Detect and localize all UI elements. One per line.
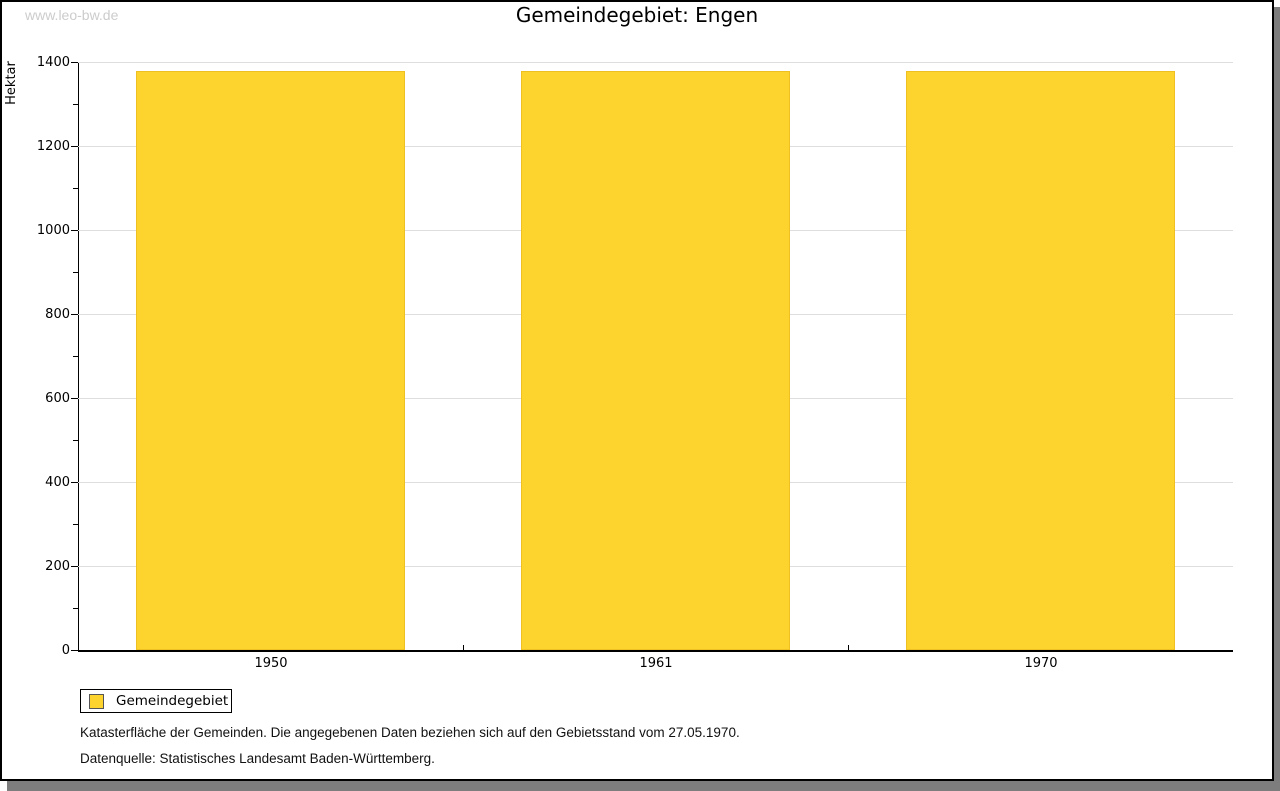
y-axis-minor-tick (73, 272, 78, 273)
gridline (78, 62, 1233, 63)
footnote-data-source: Datenquelle: Statistisches Landesamt Bad… (80, 751, 435, 766)
chart-title: Gemeindegebiet: Engen (515, 3, 759, 27)
plot-area: 0 200 400 600 800 1000 1200 1400 1950 1961 1970 (37, 56, 1233, 671)
x-axis-label-1961: 1961 (639, 656, 673, 671)
y-axis-tick-label: 800 (45, 307, 70, 322)
x-axis-label-1950: 1950 (254, 656, 288, 671)
legend-label: Gemeindegebiet (116, 693, 229, 709)
window-shadow-bottom (7, 781, 1274, 791)
y-axis-minor-tick (73, 524, 78, 525)
y-axis-minor-tick (73, 188, 78, 189)
y-axis-major-tick (71, 398, 78, 399)
x-axis-divider-tick (848, 645, 849, 650)
bar-1970 (906, 71, 1175, 650)
y-axis-major-tick (71, 566, 78, 567)
y-axis-tick-label: 0 (61, 643, 70, 658)
y-axis-title: Hektar (4, 61, 19, 105)
y-axis-major-tick (71, 314, 78, 315)
y-axis-tick-label: 1400 (36, 55, 70, 70)
window-shadow-right (1274, 7, 1280, 791)
x-axis-label-1970: 1970 (1024, 656, 1058, 671)
y-axis-minor-tick (73, 356, 78, 357)
y-axis-line (78, 62, 79, 652)
y-axis-major-tick (71, 482, 78, 483)
watermark: www.leo-bw.de (25, 7, 119, 23)
x-axis-line (78, 650, 1233, 652)
x-axis-divider-tick (463, 645, 464, 650)
legend-swatch-icon (89, 693, 104, 709)
y-axis-tick-label: 1200 (36, 139, 70, 154)
legend: Gemeindegebiet (80, 689, 232, 713)
y-axis-minor-tick (73, 104, 78, 105)
y-axis-major-tick (71, 650, 78, 651)
y-axis-major-tick (71, 146, 78, 147)
y-axis-tick-label: 400 (45, 475, 70, 490)
y-axis-tick-label: 200 (45, 559, 70, 574)
y-axis-major-tick (71, 62, 78, 63)
y-axis-tick-label: 1000 (36, 223, 70, 238)
y-axis-minor-tick (73, 440, 78, 441)
footnote-source-note: Katasterfläche der Gemeinden. Die angege… (80, 725, 740, 740)
bar-1961 (521, 71, 790, 650)
y-axis-major-tick (71, 230, 78, 231)
y-axis-minor-tick (73, 608, 78, 609)
bar-1950 (136, 71, 405, 650)
y-axis-tick-label: 600 (45, 391, 70, 406)
